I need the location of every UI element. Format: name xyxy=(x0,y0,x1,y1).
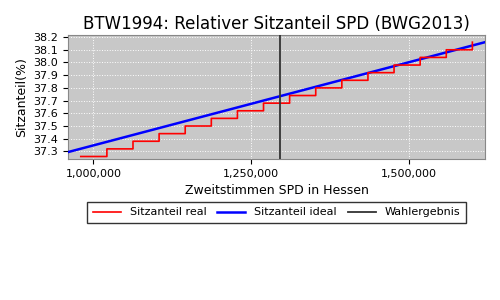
Sitzanteil real xyxy=(182,124,188,128)
Sitzanteil real xyxy=(78,155,84,158)
Sitzanteil real xyxy=(130,147,136,151)
Sitzanteil real xyxy=(286,94,292,97)
Sitzanteil real xyxy=(104,155,110,158)
Sitzanteil real xyxy=(312,86,318,90)
Sitzanteil real xyxy=(156,140,162,143)
Sitzanteil real xyxy=(260,101,266,105)
Sitzanteil real xyxy=(260,109,266,112)
Sitzanteil real xyxy=(104,147,110,151)
Sitzanteil real xyxy=(286,101,292,105)
Sitzanteil real xyxy=(130,140,136,143)
Sitzanteil real xyxy=(470,40,476,44)
Sitzanteil real xyxy=(234,117,240,120)
Title: BTW1994: Relativer Sitzanteil SPD (BWG2013): BTW1994: Relativer Sitzanteil SPD (BWG20… xyxy=(83,15,470,33)
Legend: Sitzanteil real, Sitzanteil ideal, Wahlergebnis: Sitzanteil real, Sitzanteil ideal, Wahle… xyxy=(88,202,466,223)
Sitzanteil real xyxy=(339,79,345,82)
Sitzanteil real xyxy=(208,124,214,128)
Sitzanteil real xyxy=(208,117,214,120)
Sitzanteil real xyxy=(417,56,423,59)
Sitzanteil real xyxy=(444,56,450,59)
Sitzanteil real xyxy=(182,132,188,135)
Sitzanteil real xyxy=(417,63,423,67)
Sitzanteil real xyxy=(156,132,162,135)
Sitzanteil real xyxy=(470,48,476,52)
Y-axis label: Sitzanteil(%): Sitzanteil(%) xyxy=(15,57,28,137)
Sitzanteil real xyxy=(365,79,371,82)
Line: Sitzanteil real: Sitzanteil real xyxy=(81,42,472,157)
Sitzanteil real xyxy=(444,48,450,52)
Sitzanteil real xyxy=(391,63,397,67)
Sitzanteil real xyxy=(312,94,318,97)
Sitzanteil real xyxy=(391,71,397,74)
Sitzanteil real xyxy=(339,86,345,90)
Sitzanteil real xyxy=(234,109,240,112)
X-axis label: Zweitstimmen SPD in Hessen: Zweitstimmen SPD in Hessen xyxy=(184,184,368,197)
Sitzanteil real xyxy=(365,71,371,74)
